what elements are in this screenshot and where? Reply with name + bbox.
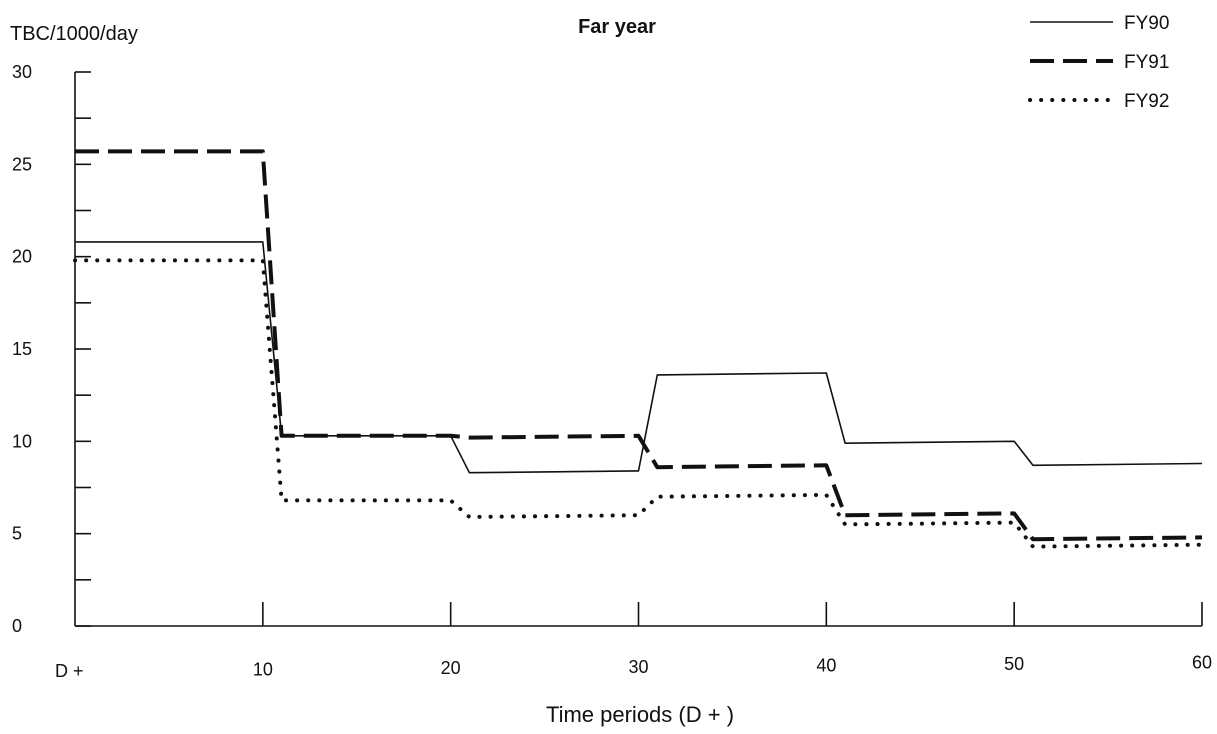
x-axis-label: Time periods (D + ) bbox=[546, 702, 734, 727]
y-tick-label: 5 bbox=[12, 524, 22, 544]
series-line-fy92 bbox=[73, 258, 1204, 549]
x-tick-label: D + bbox=[55, 661, 84, 681]
x-tick-label: 10 bbox=[253, 660, 273, 680]
y-tick-label: 25 bbox=[12, 154, 32, 174]
x-tick-label: 40 bbox=[816, 655, 836, 675]
y-tick-label: 10 bbox=[12, 431, 32, 451]
x-tick-label: 30 bbox=[628, 657, 648, 677]
x-tick-label: 50 bbox=[1004, 654, 1024, 674]
y-axis-label: TBC/1000/day bbox=[10, 23, 138, 45]
x-tick-label: 20 bbox=[441, 658, 461, 678]
y-tick-label: 20 bbox=[12, 247, 32, 267]
y-axis-ticks: 0 5 10 15 20 25 30 bbox=[12, 62, 91, 636]
legend-label: FY90 bbox=[1124, 13, 1169, 34]
series-line-fy91 bbox=[75, 149, 1203, 542]
y-tick-label: 0 bbox=[12, 616, 22, 636]
legend-label: FY92 bbox=[1124, 91, 1169, 112]
legend-label: FY91 bbox=[1124, 52, 1169, 73]
legend: FY90 FY91 FY92 bbox=[1028, 13, 1169, 112]
y-tick-label: 15 bbox=[12, 339, 32, 359]
chart-title: Far year bbox=[578, 16, 656, 38]
x-tick-label: 60 bbox=[1192, 653, 1212, 673]
y-tick-label: 30 bbox=[12, 62, 32, 82]
series-layer bbox=[73, 149, 1204, 549]
x-axis-ticks: D + 10 20 30 40 50 60 bbox=[55, 602, 1212, 681]
